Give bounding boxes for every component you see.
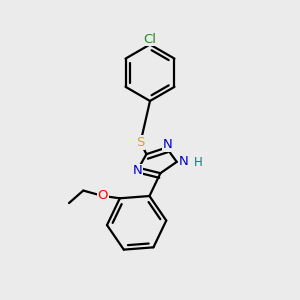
Text: O: O xyxy=(97,189,108,203)
Text: S: S xyxy=(136,136,145,149)
Text: H: H xyxy=(194,156,203,169)
Text: N: N xyxy=(163,138,172,151)
Text: N: N xyxy=(179,155,189,168)
Text: N: N xyxy=(133,164,142,177)
Text: Cl: Cl xyxy=(143,33,157,46)
